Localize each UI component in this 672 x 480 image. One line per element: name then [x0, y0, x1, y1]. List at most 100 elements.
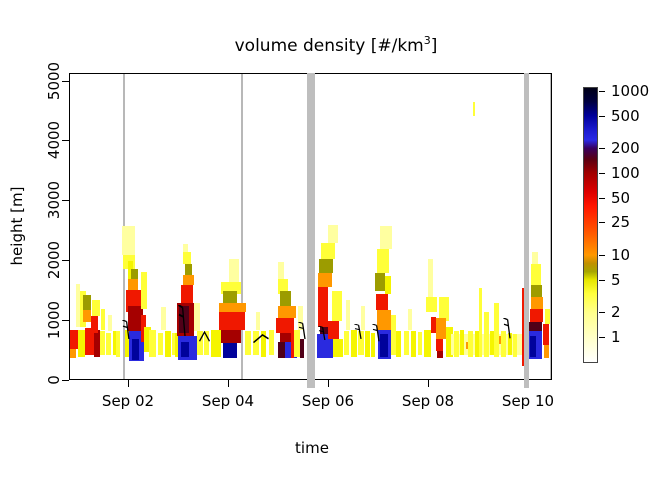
heatmap-cell [543, 323, 549, 345]
glyph-svg [298, 321, 306, 340]
heatmap-cell [126, 289, 141, 312]
colorbar-tick [599, 337, 605, 338]
y-tick-label: 2000 [45, 240, 63, 279]
x-tick [428, 380, 429, 387]
heatmap-cell [344, 330, 349, 356]
colorbar-tick [599, 312, 605, 314]
wind-barb-glyph [503, 317, 512, 342]
heatmap-cell [532, 251, 538, 264]
data-gap-line [550, 74, 551, 379]
x-tick [528, 380, 529, 387]
heatmap-cell [128, 306, 143, 332]
glyph-svg [371, 323, 380, 342]
heatmap-cell [380, 333, 388, 357]
wind-barb-glyph [371, 323, 381, 345]
colorbar-tick-label: 50 [611, 188, 631, 207]
glyph-svg [178, 303, 186, 336]
colorbar-tick [599, 255, 605, 256]
y-axis-label: height [m] [8, 186, 26, 266]
y-tick-label: 3000 [45, 181, 63, 220]
heatmap-cell [321, 242, 335, 259]
heatmap-cell [446, 326, 453, 357]
data-gap-line [241, 74, 243, 379]
heatmap-cell [473, 102, 475, 117]
heatmap-cell [545, 308, 550, 324]
wind-barb-glyph [121, 318, 131, 344]
wind-barb-glyph [353, 323, 363, 343]
colorbar-tick-label: 200 [611, 139, 640, 158]
heatmap-cell [294, 329, 300, 357]
heatmap-cell [125, 329, 129, 357]
heatmap-cell [92, 299, 100, 316]
heatmap-cell [530, 308, 543, 322]
heatmap-cell [426, 296, 437, 312]
heatmap-cell [351, 330, 357, 357]
colorbar-tick [599, 279, 605, 281]
heatmap-cell [131, 269, 138, 282]
heatmap-cell [185, 263, 192, 276]
heatmap-cell [501, 330, 506, 357]
heatmap-cell [78, 329, 85, 357]
heatmap-cell [424, 329, 431, 357]
heatmap-cell [181, 284, 193, 303]
heatmap-cell [172, 332, 176, 355]
wind-barb-glyph [298, 321, 307, 343]
heatmap-cell [245, 330, 251, 356]
heatmap-cell [122, 226, 135, 255]
heatmap-cell [494, 303, 499, 357]
heatmap-cell [454, 330, 459, 357]
heatmap-cell [358, 331, 364, 355]
heatmap-cell [529, 321, 542, 332]
x-tick-label: Sep 10 [501, 392, 555, 410]
wind-barb-glyph [317, 325, 327, 344]
heatmap-cell [396, 330, 401, 357]
glyph-svg [317, 325, 326, 341]
heatmap-cell [256, 311, 260, 330]
heatmap-cell [278, 262, 284, 279]
colorbar-tick-label: 2 [611, 303, 621, 322]
heatmap-cell [280, 290, 291, 306]
glyph-svg [253, 334, 269, 344]
heatmap-cell [216, 329, 221, 357]
heatmap-cell [141, 314, 146, 342]
y-tick-label: 5000 [45, 61, 63, 100]
colorbar-tick-label: 500 [611, 106, 640, 125]
data-gap-bar [524, 73, 529, 388]
heatmap-cell [221, 281, 241, 294]
y-tick [62, 200, 69, 202]
heatmap-cell [513, 333, 517, 357]
x-tick-label: Sep 04 [201, 392, 255, 410]
heatmap-cell [106, 332, 111, 356]
heatmap-cell [128, 260, 133, 279]
y-tick [62, 259, 69, 261]
x-tick [228, 380, 229, 387]
heatmap-cell [197, 330, 203, 356]
heatmap-cell [278, 278, 288, 294]
y-tick [62, 80, 69, 82]
colorbar-tick [599, 115, 605, 117]
heatmap-cell [100, 331, 105, 355]
heatmap-cell [371, 332, 375, 357]
heatmap-cell [183, 275, 194, 285]
y-tick-label: 1000 [45, 300, 63, 339]
title-prefix: volume density [#/km [234, 35, 424, 56]
heatmap-cell [317, 333, 333, 358]
heatmap-cell [318, 272, 332, 287]
heatmap-cell [278, 341, 285, 358]
heatmap-cell [132, 338, 139, 360]
heatmap-cell [522, 287, 525, 366]
heatmap-cell [346, 299, 350, 330]
caret-glyph [253, 328, 269, 347]
colorbar-tick-label: 5 [611, 270, 621, 289]
heatmap-cell [94, 329, 100, 357]
heatmap-cell [318, 286, 328, 327]
heatmap-cell [484, 311, 489, 357]
heatmap-cell [377, 309, 391, 330]
heatmap-cell [391, 314, 396, 356]
heatmap-cell [183, 251, 191, 264]
title-superscript: 3 [423, 34, 431, 48]
heatmap-cell [328, 320, 339, 339]
colorbar-tick-label: 100 [611, 164, 640, 182]
colorbar-tick-label: 10 [611, 246, 631, 264]
x-tick [128, 380, 129, 387]
